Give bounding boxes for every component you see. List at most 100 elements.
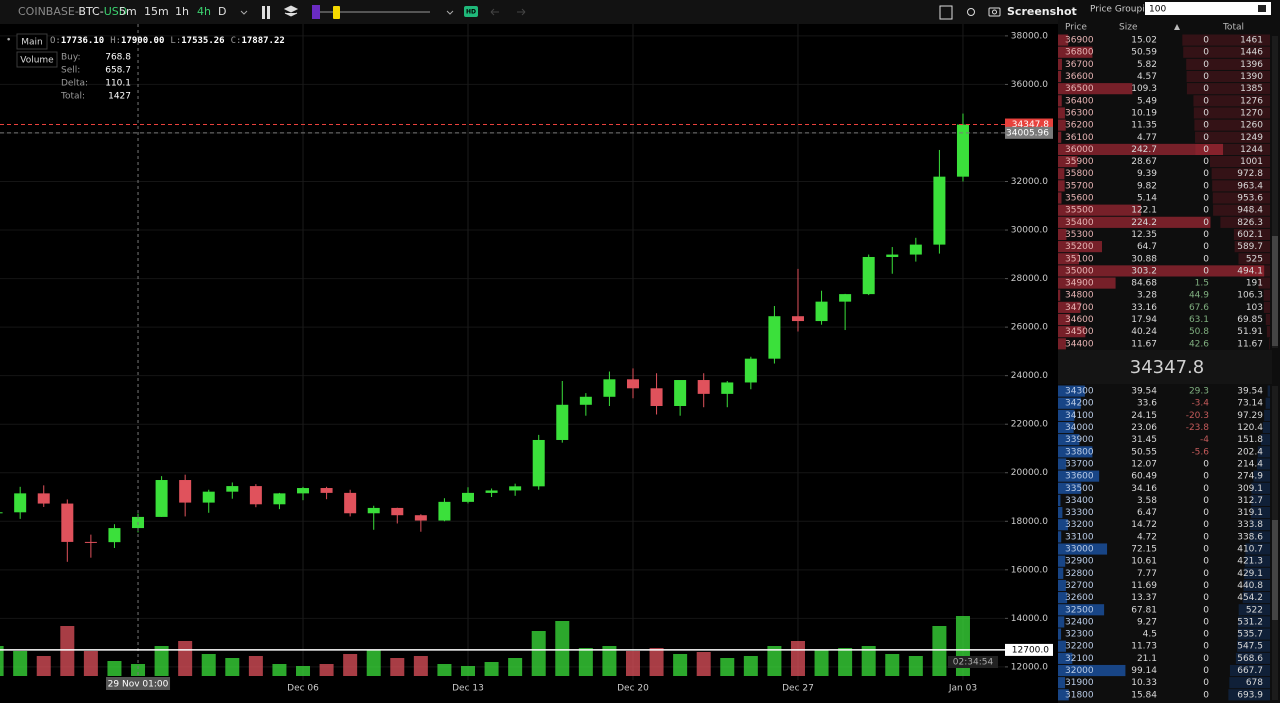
row-size: 40.24 [1131,327,1157,337]
row-total: 429.1 [1237,569,1263,579]
layers-icon[interactable] [283,5,299,17]
row-size: 13.37 [1131,593,1157,603]
toolbar [0,0,1058,24]
row-price: 35200 [1065,242,1094,252]
volume-button[interactable]: Volume [20,56,54,66]
interval-button[interactable]: 4h [197,5,211,18]
size-bar [1058,604,1105,616]
size-bar [1058,192,1062,204]
row-size: 33.16 [1131,303,1157,313]
slider-dropdown[interactable] [446,10,454,15]
column-size[interactable]: Size [1119,23,1138,33]
price-label: 34005.96 [1006,128,1049,138]
scrollbar-thumb[interactable] [1272,236,1278,346]
row-price: 36700 [1065,60,1094,70]
slider-knob[interactable] [333,6,340,19]
size-bar [1058,397,1081,409]
volume-button-box[interactable] [16,51,58,68]
volume-bar [225,658,240,676]
row-price: 36800 [1065,48,1094,58]
row-delta: 0 [1203,532,1209,542]
depth-bar [1265,313,1270,326]
mid-price-bar [1058,350,1272,384]
depth-bar [1186,83,1270,95]
size-bar [1058,446,1093,458]
symbol[interactable]: COINBASE-BTC-USD [18,5,127,18]
candle-body [626,379,639,389]
column-price[interactable]: Price [1065,23,1087,33]
row-size: 12.35 [1131,230,1157,240]
row-total: 421.3 [1237,557,1263,567]
ohlc-label: H: [110,36,121,46]
size-bar [1058,338,1066,350]
ohlc-label: O: [50,36,61,46]
row-size: 67.81 [1131,605,1157,615]
row-total: 120.4 [1237,423,1263,433]
row-total: 547.5 [1237,642,1263,652]
row-total: 693.9 [1237,690,1263,700]
main-button[interactable]: Main [21,38,43,48]
theme-icon[interactable] [967,8,975,16]
size-bar [1058,83,1133,95]
size-bar [1058,241,1102,253]
candle-body [509,486,522,491]
row-price: 32000 [1065,666,1094,676]
camera-icon[interactable] [988,7,1001,17]
volume-bar [932,626,947,676]
scrollbar-thumb[interactable] [1272,520,1278,620]
interval-button[interactable]: D [218,5,226,18]
row-size: 242.7 [1131,145,1157,155]
row-price: 34500 [1065,327,1094,337]
column-total[interactable]: Total [1222,23,1244,33]
row-price: 32500 [1065,605,1094,615]
size-bar [1058,409,1075,421]
row-total: 309.1 [1237,484,1263,494]
scrollbar[interactable] [1272,36,1278,348]
size-bar [1058,46,1093,58]
candle-body [579,396,592,405]
undo-icon[interactable] [490,8,499,16]
row-total: 525 [1246,254,1263,264]
candle-body [839,294,852,302]
depth-bar [1182,34,1270,46]
size-bar [1058,119,1066,131]
interval-button[interactable]: 15m [144,5,169,18]
stat-value: 768.8 [105,53,131,63]
size-bar [1058,289,1061,301]
dropdown-icon[interactable] [240,10,248,15]
account-icon[interactable] [939,5,953,20]
size-bar [1058,458,1067,470]
grouping-spinner[interactable] [1258,5,1266,12]
y-tick-label: 26000.0 [1011,323,1048,333]
row-price: 32700 [1065,581,1094,591]
grouping-input[interactable] [1145,2,1271,15]
hd-badge[interactable] [464,6,478,17]
ohlc-value: 17887.22 [241,36,284,46]
size-bar [1058,652,1073,664]
size-bar [1058,470,1100,482]
row-price: 34700 [1065,303,1094,313]
bar-icon[interactable] [262,6,265,19]
row-total: 410.7 [1237,545,1263,555]
redo-icon[interactable] [517,8,526,16]
price-label: 34347.8 [1012,120,1049,130]
candle-body [956,124,969,177]
row-total: 667.7 [1237,666,1263,676]
row-delta: 0 [1203,508,1209,518]
depth-bar [1244,567,1270,579]
row-size: 5.14 [1137,194,1157,204]
candle-body [791,316,804,322]
interval-button[interactable]: 1h [175,5,189,18]
depth-bar [1193,95,1270,107]
interval-button[interactable]: 5m [119,5,137,18]
screenshot-button[interactable]: Screenshot [1007,5,1077,18]
main-button-box[interactable] [16,33,48,50]
row-total: 312.7 [1237,496,1263,506]
row-delta: 29.3 [1189,387,1209,397]
depth-bar [1238,253,1270,265]
row-total: 972.8 [1237,169,1263,179]
row-delta: 0 [1203,678,1209,688]
sort-icon[interactable] [1174,24,1180,30]
volume-bar [531,631,546,676]
row-price: 35600 [1065,194,1094,204]
